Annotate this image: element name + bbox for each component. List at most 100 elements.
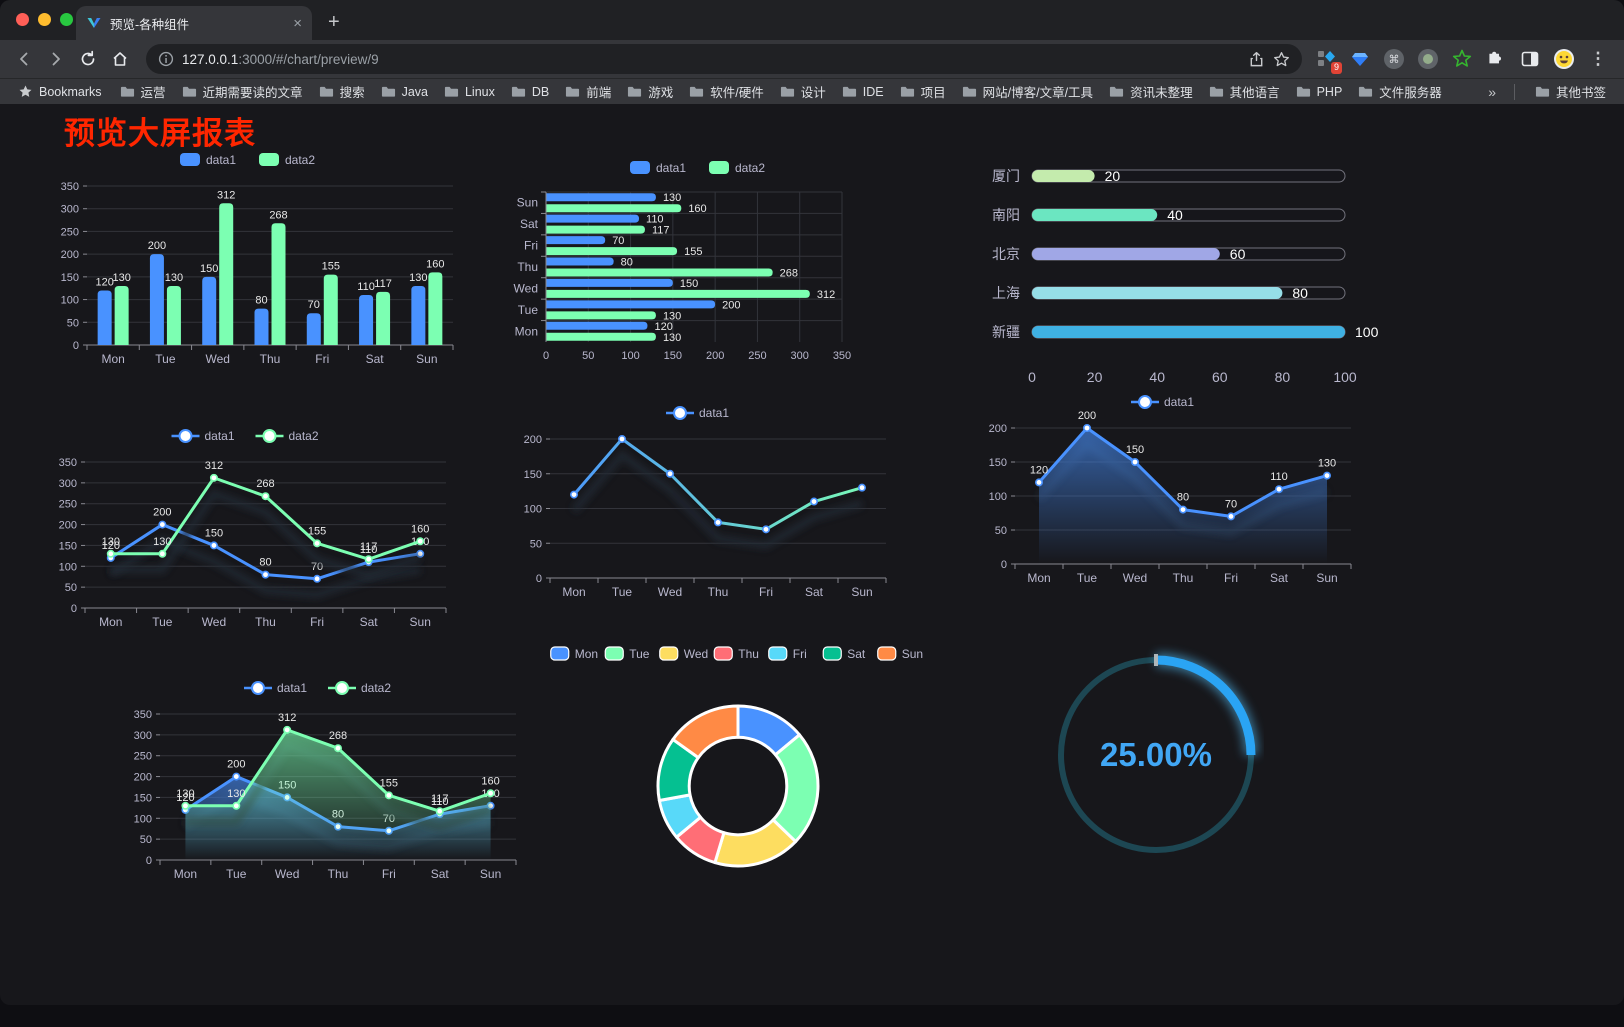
- bookmark-item[interactable]: 搜索: [311, 80, 373, 103]
- bookmark-item[interactable]: 游戏: [619, 80, 681, 103]
- svg-text:110: 110: [360, 544, 378, 556]
- bookmark-item[interactable]: 软件/硬件: [681, 80, 771, 103]
- bookmark-item[interactable]: IDE: [834, 82, 892, 101]
- back-button[interactable]: [10, 45, 38, 73]
- svg-text:Sat: Sat: [1270, 571, 1289, 585]
- split-view-extension-icon[interactable]: [1518, 47, 1542, 71]
- chart-canvas[interactable]: data1 0 50 100 150 200 Mon Tue Wed Thu Fri Sat Sun: [500, 399, 900, 614]
- minimize-window-button[interactable]: [38, 13, 51, 26]
- svg-text:268: 268: [269, 209, 287, 221]
- svg-text:Sun: Sun: [1316, 571, 1337, 585]
- browser-menu-button[interactable]: ⋮: [1589, 49, 1607, 68]
- chart-canvas[interactable]: data1 data2 0 50 100 150 200 250 300 350 Mon Tue Wed…: [35, 422, 460, 644]
- bookmark-item[interactable]: 其他语言: [1201, 80, 1288, 103]
- command-extension-icon[interactable]: ⌘: [1382, 47, 1406, 71]
- extensions-puzzle-button[interactable]: [1484, 47, 1508, 71]
- svg-text:120: 120: [654, 321, 672, 333]
- folder-icon: [962, 86, 976, 97]
- bookmark-item[interactable]: 资讯未整理: [1101, 80, 1201, 103]
- bookmark-item[interactable]: 网站/博客/文章/工具: [954, 80, 1101, 103]
- svg-text:155: 155: [684, 246, 702, 258]
- svg-text:0: 0: [146, 855, 152, 867]
- svg-text:100: 100: [524, 504, 542, 516]
- chart-canvas[interactable]: Mon Tue Wed Thu Fri Sat Sun: [530, 640, 942, 892]
- window-footer: [0, 1005, 1624, 1027]
- url-path: :3000/#/chart/preview/9: [238, 51, 379, 67]
- svg-text:Fri: Fri: [310, 615, 324, 629]
- svg-text:Tue: Tue: [155, 352, 176, 366]
- chart-canvas[interactable]: data1 data2 0 50 100 150 200 250 300 350 Mon Tue Wed…: [35, 144, 465, 379]
- two-series-line-chart[interactable]: data1 data2 0 50 100 150 200 250 300 350 Mon Tue Wed…: [35, 422, 460, 644]
- grouped-bar-chart[interactable]: data1 data2 0 50 100 150 200 250 300 350 Mon Tue Wed…: [35, 144, 465, 379]
- bookmarks-star-item[interactable]: Bookmarks: [10, 82, 110, 101]
- single-area-chart[interactable]: data1 0 50 100 150 200 Mon Tue Wed Thu Fri Sat Sun 12…: [965, 388, 1365, 600]
- bookmark-item[interactable]: 文件服务器: [1350, 80, 1450, 103]
- command-icon: ⌘: [1384, 49, 1404, 69]
- forward-button[interactable]: [42, 45, 70, 73]
- svg-text:120: 120: [1030, 464, 1048, 476]
- bookmarks-bar: Bookmarks 运营 近期需要读的文章 搜索 Java Linux DB 前端 游戏 软件/…: [0, 78, 1624, 104]
- bookmark-label: 前端: [586, 86, 612, 100]
- svg-text:南阳: 南阳: [992, 207, 1020, 223]
- bookmark-item[interactable]: DB: [503, 82, 557, 101]
- tab-close-icon[interactable]: ×: [293, 14, 302, 32]
- chart-canvas[interactable]: 25.00%: [1048, 644, 1264, 866]
- svg-text:312: 312: [205, 460, 223, 472]
- svg-text:100: 100: [1333, 369, 1357, 385]
- gem-icon: [1352, 53, 1368, 66]
- chart-canvas[interactable]: data1 data2 0 50 100 150 200 250 300 350 Mon Tue Wed…: [110, 674, 530, 896]
- progress-bar-chart[interactable]: 厦门 20 南阳 40 北京 60 上海 80 新疆 100 0 20 40 60 80 100: [960, 152, 1390, 392]
- svg-text:Sat: Sat: [366, 352, 385, 366]
- userscript-extension-icon[interactable]: 9: [1314, 47, 1342, 74]
- bookmark-item[interactable]: 设计: [772, 80, 834, 103]
- horizontal-bar-chart[interactable]: data1 data2 0 50 100 150 200 250 300 350 Sun 130 160…: [500, 152, 900, 374]
- emoji-extension-icon[interactable]: [1552, 47, 1576, 71]
- bookmark-star-icon[interactable]: [1273, 51, 1290, 68]
- svg-text:300: 300: [134, 730, 152, 742]
- svg-text:200: 200: [153, 507, 171, 519]
- folder-icon: [566, 86, 580, 97]
- reload-button[interactable]: [74, 45, 102, 73]
- home-button[interactable]: [106, 45, 134, 73]
- chart-canvas[interactable]: data1 data2 0 50 100 150 200 250 300 350 Sun 130 160…: [500, 152, 900, 374]
- svg-text:130: 130: [176, 788, 194, 800]
- svg-text:Tue: Tue: [612, 585, 633, 599]
- svg-text:268: 268: [329, 730, 347, 742]
- zoom-window-button[interactable]: [60, 13, 73, 26]
- svg-text:200: 200: [989, 423, 1007, 435]
- share-icon[interactable]: [1248, 51, 1265, 68]
- svg-text:150: 150: [200, 263, 218, 275]
- bookmark-item[interactable]: Linux: [436, 82, 503, 101]
- gem-extension-icon[interactable]: [1348, 47, 1372, 71]
- svg-text:300: 300: [59, 478, 77, 490]
- address-bar[interactable]: 127.0.0.1:3000/#/chart/preview/9: [146, 44, 1302, 74]
- svg-text:data2: data2: [289, 429, 319, 443]
- chart-canvas[interactable]: 厦门 20 南阳 40 北京 60 上海 80 新疆 100 0 20 40 60 80 100: [960, 152, 1390, 392]
- bookmark-item[interactable]: Java: [373, 82, 436, 101]
- svg-text:Tue: Tue: [629, 647, 650, 661]
- svg-text:data1: data1: [277, 681, 307, 695]
- site-info-icon[interactable]: [158, 51, 174, 67]
- bookmarks-overflow-button[interactable]: »: [1488, 83, 1496, 100]
- browser-tab[interactable]: 预览-各种组件 ×: [76, 6, 312, 40]
- two-series-area-chart[interactable]: data1 data2 0 50 100 150 200 250 300 350 Mon Tue Wed…: [110, 674, 530, 896]
- close-window-button[interactable]: [16, 13, 29, 26]
- bookmark-item[interactable]: PHP: [1288, 82, 1351, 101]
- grid-diamond-icon: [1318, 51, 1335, 66]
- donut-chart[interactable]: Mon Tue Wed Thu Fri Sat Sun: [530, 640, 942, 892]
- bookmark-item[interactable]: 近期需要读的文章: [174, 80, 311, 103]
- svg-text:350: 350: [61, 181, 79, 193]
- svg-text:data2: data2: [285, 153, 315, 167]
- bookmark-item[interactable]: 运营: [112, 80, 174, 103]
- gauge-chart[interactable]: 25.00%: [1048, 644, 1264, 866]
- chart-canvas[interactable]: data1 0 50 100 150 200 Mon Tue Wed Thu Fri Sat Sun 12…: [965, 388, 1365, 600]
- svg-text:Fri: Fri: [793, 647, 807, 661]
- gradient-line-chart[interactable]: data1 0 50 100 150 200 Mon Tue Wed Thu Fri Sat Sun: [500, 399, 900, 614]
- recorder-extension-icon[interactable]: [1416, 47, 1440, 71]
- bookmark-item[interactable]: 前端: [557, 80, 619, 103]
- bookmark-item[interactable]: 项目: [892, 80, 954, 103]
- green-star-extension-icon[interactable]: [1450, 47, 1474, 71]
- other-bookmarks-button[interactable]: 其他书签: [1527, 80, 1614, 103]
- bookmark-label: 文件服务器: [1379, 86, 1442, 100]
- new-tab-button[interactable]: +: [328, 11, 340, 33]
